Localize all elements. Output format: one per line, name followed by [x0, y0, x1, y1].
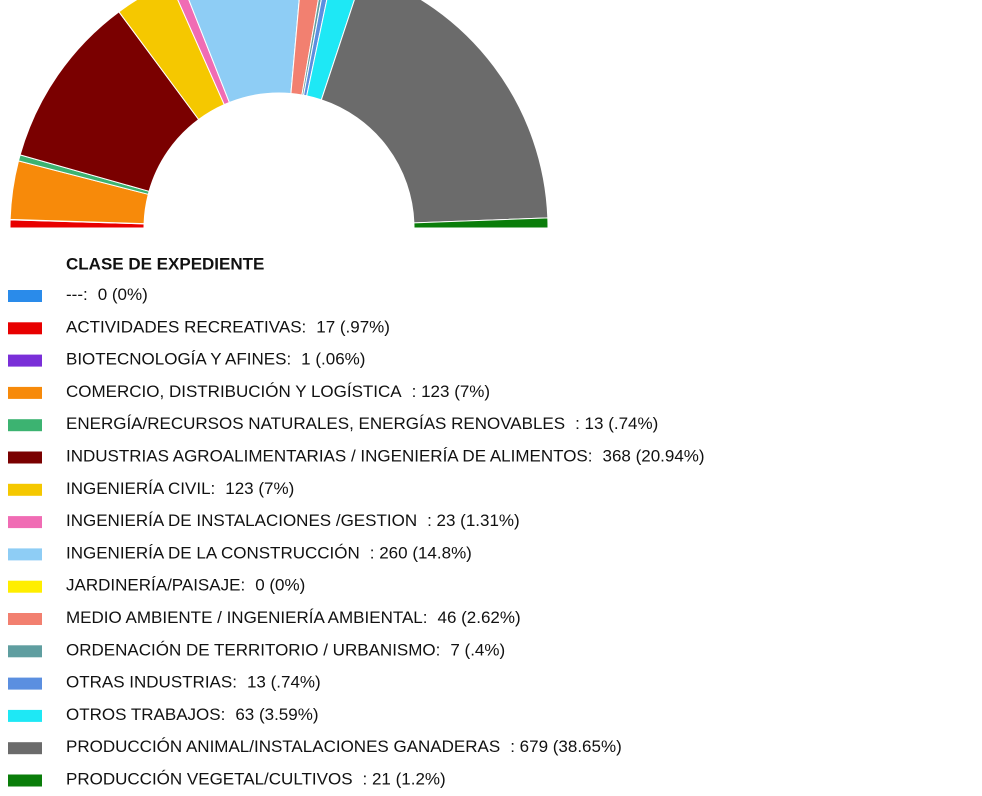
- legend-label: OTRAS INDUSTRIAS:: [66, 673, 237, 692]
- legend-swatch: [8, 290, 42, 302]
- legend-entry: OTRAS INDUSTRIAS: 13 (.74%): [66, 673, 321, 692]
- legend-label: ---:: [66, 285, 88, 304]
- legend-entry: BIOTECNOLOGÍA Y AFINES: 1 (.06%): [66, 350, 365, 369]
- legend-entry: PRODUCCIÓN ANIMAL/INSTALACIONES GANADERA…: [66, 738, 622, 757]
- legend-entry: INGENIERÍA CIVIL: 123 (7%): [66, 479, 294, 498]
- legend-label: ORDENACIÓN DE TERRITORIO / URBANISMO:: [66, 641, 440, 660]
- legend-swatch: [8, 516, 42, 529]
- legend-label: ENERGÍA/RECURSOS NATURALES, ENERGÍAS REN…: [66, 415, 565, 434]
- legend-label: INGENIERÍA DE INSTALACIONES /GESTION: [66, 512, 417, 531]
- legend-swatch: [8, 580, 42, 593]
- legend-swatch: [8, 613, 42, 625]
- legend-value: 368 (20.94%): [603, 447, 705, 466]
- legend-label: INGENIERÍA DE LA CONSTRUCCIÓN: [66, 544, 360, 563]
- legend-entry: INGENIERÍA DE LA CONSTRUCCIÓN : 260 (14.8…: [66, 544, 472, 563]
- legend-label: INGENIERÍA CIVIL:: [66, 479, 215, 498]
- legend-entry: INDUSTRIAS AGROALIMENTARIAS / INGENIERÍA…: [66, 447, 705, 466]
- legend-value: 0 (0%): [98, 285, 148, 304]
- legend-value: 46 (2.62%): [437, 608, 520, 627]
- legend-value: 123 (7%): [225, 479, 294, 498]
- legend-value: : 679 (38.65%): [510, 738, 622, 757]
- legend-value: : 21 (1.2%): [363, 770, 446, 789]
- legend-entry: JARDINERÍA/PAISAJE: 0 (0%): [66, 576, 305, 595]
- legend-entry: ENERGÍA/RECURSOS NATURALES, ENERGÍAS REN…: [66, 415, 658, 434]
- legend-swatch: [8, 419, 42, 432]
- legend-title: CLASE DE EXPEDIENTE: [66, 254, 264, 273]
- legend-swatch: [8, 645, 42, 658]
- legend-entry: INGENIERÍA DE INSTALACIONES /GESTION : 23…: [66, 512, 520, 531]
- legend-value: : 23 (1.31%): [427, 512, 520, 531]
- legend-swatch: [8, 742, 42, 755]
- legend-swatch: [8, 322, 42, 335]
- legend-value: : 260 (14.8%): [370, 544, 472, 563]
- legend-entry: PRODUCCIÓN VEGETAL/CULTIVOS : 21 (1.2%): [66, 770, 446, 789]
- legend-swatch: [8, 451, 42, 464]
- legend-label: COMERCIO, DISTRIBUCIÓN Y LOGÍSTICA: [66, 382, 402, 401]
- legend-entry: ORDENACIÓN DE TERRITORIO / URBANISMO: 7 (…: [66, 641, 505, 660]
- legend-entry: OTROS TRABAJOS: 63 (3.59%): [66, 705, 319, 724]
- legend-swatch: [8, 386, 42, 399]
- legend-value: 17 (.97%): [316, 318, 390, 337]
- legend-swatch: [8, 774, 42, 787]
- legend-value: : 123 (7%): [412, 382, 490, 401]
- legend-swatch: [8, 354, 42, 367]
- legend-label: ACTIVIDADES RECREATIVAS:: [66, 318, 306, 337]
- legend-entry: COMERCIO, DISTRIBUCIÓN Y LOGÍSTICA : 123 …: [66, 382, 490, 401]
- legend-label: INDUSTRIAS AGROALIMENTARIAS / INGENIERÍA…: [66, 447, 593, 466]
- legend-label: JARDINERÍA/PAISAJE:: [66, 576, 245, 595]
- legend-value: 0 (0%): [255, 576, 305, 595]
- legend-value: : 13 (.74%): [575, 415, 658, 434]
- donut-slice: [320, 0, 549, 224]
- legend-entry: ---: 0 (0%): [66, 285, 148, 304]
- legend-swatch: [8, 709, 42, 722]
- legend-entry: ACTIVIDADES RECREATIVAS: 17 (.97%): [66, 318, 390, 337]
- donut-slice: [188, 0, 300, 104]
- legend-swatch: [8, 677, 42, 690]
- legend-swatch: [8, 483, 42, 496]
- legend-label: OTROS TRABAJOS:: [66, 705, 225, 724]
- legend-label: PRODUCCIÓN VEGETAL/CULTIVOS: [66, 770, 353, 789]
- legend-swatch: [8, 548, 42, 561]
- legend-entry: MEDIO AMBIENTE / INGENIERÍA AMBIENTAL: 46…: [66, 608, 521, 627]
- legend-value: 7 (.4%): [450, 641, 505, 660]
- legend-value: 13 (.74%): [247, 673, 321, 692]
- legend-value: 1 (.06%): [301, 350, 365, 369]
- legend-label: PRODUCCIÓN ANIMAL/INSTALACIONES GANADERA…: [66, 738, 500, 757]
- legend-label: MEDIO AMBIENTE / INGENIERÍA AMBIENTAL:: [66, 608, 427, 627]
- legend-label: BIOTECNOLOGÍA Y AFINES:: [66, 350, 291, 369]
- donut-slice: [413, 217, 549, 229]
- legend-value: 63 (3.59%): [235, 705, 318, 724]
